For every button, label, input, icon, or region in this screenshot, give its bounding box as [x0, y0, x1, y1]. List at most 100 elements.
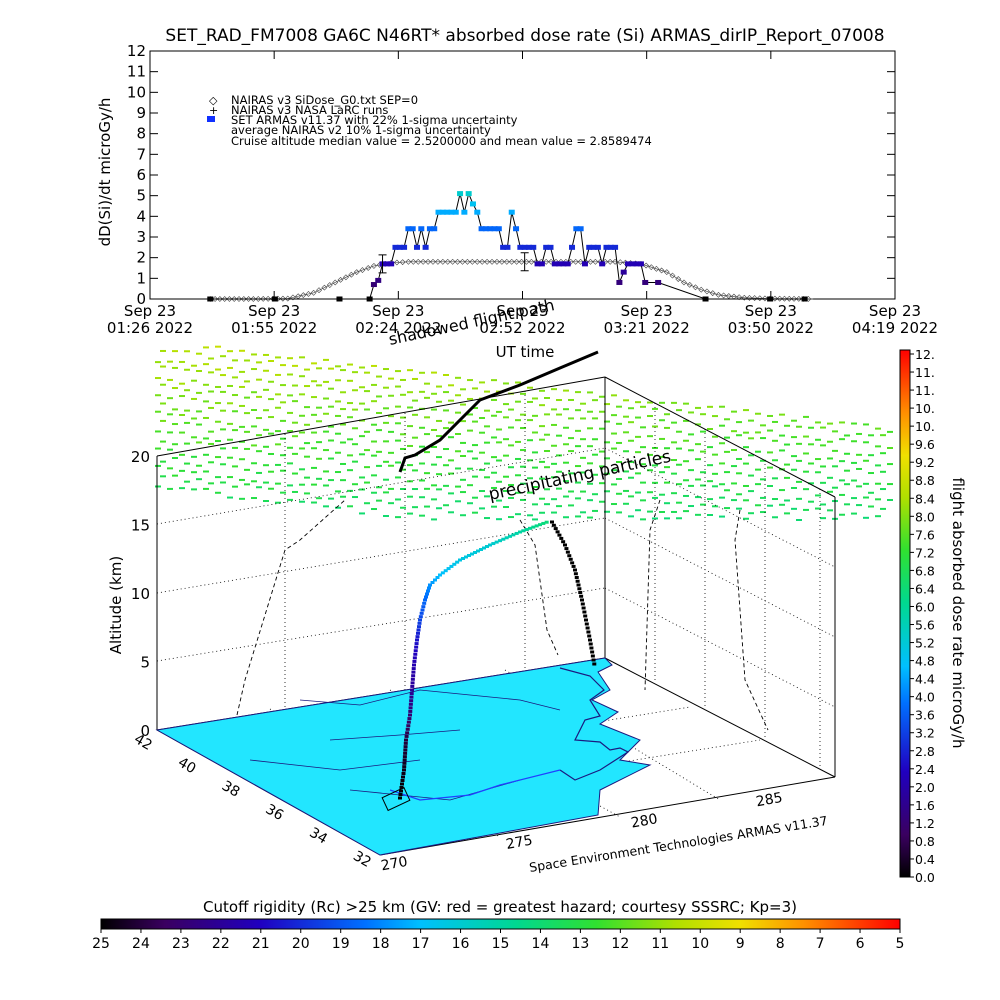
dose-colorbar-tick-label: 6.8 [915, 563, 935, 578]
flight-path-point [409, 695, 414, 699]
nairas-point [746, 295, 753, 301]
nairas-point [756, 295, 763, 302]
flight-path-point [573, 568, 577, 572]
nairas-point [781, 295, 788, 302]
legend-entry-nairas-v2: average NAIRAS v2 10% 1-sigma uncertaint… [231, 123, 491, 137]
flight-path-point [400, 782, 404, 786]
flight-path-point [587, 634, 592, 638]
nairas-point [343, 274, 349, 281]
nairas-point [675, 276, 682, 282]
armas-point [383, 261, 390, 267]
nairas-point [415, 258, 422, 265]
armas-point [612, 244, 619, 250]
altitude-ticks: 0 5 10 15 20 [131, 448, 150, 740]
nairas-point [321, 284, 328, 291]
flight-path-point [574, 576, 579, 579]
armas-point [517, 244, 524, 250]
armas-point [521, 244, 528, 250]
cutoff-rigidity-colorbar: Cutoff rigidity (Rc) >25 km (GV: red = g… [92, 898, 904, 952]
nairas-point [709, 290, 716, 297]
dose-colorbar-title: flight absorbed dose rate microGy/h [949, 477, 967, 748]
nairas-point [736, 294, 743, 301]
flight-path-point [521, 529, 526, 533]
armas-point [375, 277, 382, 283]
nairas-point [371, 263, 377, 269]
nairas-point [212, 296, 218, 302]
nairas-point [643, 262, 650, 269]
armas-point [461, 209, 468, 215]
flight-path-point [425, 592, 429, 596]
flight-path-point [415, 638, 419, 642]
rc-colorbar-tick-label: 17 [412, 936, 430, 952]
armas-point [426, 226, 433, 232]
nairas-point [231, 296, 238, 302]
flight-path-point [576, 583, 581, 587]
rc-colorbar-gradient [100, 918, 901, 930]
rc-colorbar-tick-label: 24 [132, 936, 150, 952]
flight-path-point [528, 526, 532, 530]
nairas-point [399, 259, 406, 266]
flight-path-point [403, 741, 408, 745]
flight-path-point [407, 717, 412, 721]
altitude-tick-label: 10 [131, 585, 150, 603]
nairas-point [720, 292, 727, 299]
flight-path-point [416, 631, 420, 635]
flight-path-point [476, 549, 480, 553]
flight-path-point [401, 772, 406, 775]
chart-title: SET_RAD_FM7008 GA6C N46RT* absorbed dose… [165, 26, 884, 46]
longitude-tick-label: 285 [755, 790, 784, 810]
rc-colorbar-title: Cutoff rigidity (Rc) >25 km (GV: red = g… [203, 898, 797, 916]
flight-path-point [591, 658, 596, 662]
flight-path-point [588, 638, 592, 642]
armas-point [392, 244, 399, 250]
nairas-point [663, 269, 670, 276]
dose-colorbar-tick-label: 5.2 [915, 636, 935, 651]
flight-path-point [544, 520, 549, 524]
flight-path-point [410, 681, 415, 685]
dose-colorbar-tick-label: 2.8 [915, 744, 935, 759]
flight-path-point [412, 663, 416, 667]
legend-entry-armas: SET ARMAS v11.37 with 22% 1-sigma uncert… [231, 113, 518, 127]
latitude-tick-label: 36 [263, 801, 287, 824]
flight-path-point [571, 564, 576, 568]
flight-path-point [402, 755, 407, 759]
dose-colorbar-tick-label: 2.4 [915, 762, 935, 777]
nairas-point [260, 295, 267, 302]
armas-point [538, 261, 545, 267]
dose-colorbar-tick-label: 8.0 [915, 509, 935, 524]
larc-error-bar [378, 254, 387, 274]
rc-colorbar-tick-label: 12 [611, 936, 629, 952]
nairas-point [255, 296, 262, 302]
nairas-point [587, 258, 594, 265]
flight-path-point [433, 578, 437, 582]
nairas-point [240, 296, 247, 302]
flight-path-point [419, 611, 424, 615]
armas-point [508, 209, 515, 215]
nairas-point [459, 258, 466, 265]
rc-colorbar-tick-label: 21 [252, 936, 270, 952]
flight-path-point [427, 586, 431, 590]
nairas-point [454, 258, 461, 265]
armas-point [413, 244, 420, 250]
y-tick-label: 2 [136, 249, 146, 267]
armas-point [439, 209, 446, 215]
flight-path-point [589, 646, 594, 650]
rc-colorbar-tick-label: 14 [532, 936, 550, 952]
x-tick-time: 04:19 2022 [852, 319, 938, 337]
rc-colorbar-tick-label: 19 [332, 936, 350, 952]
nairas-point [236, 296, 242, 302]
armas-point [370, 282, 377, 288]
airport-marker [381, 786, 411, 812]
legend-symbol-diamond: ◇ [209, 94, 218, 107]
flight-path-point [561, 540, 566, 544]
flight-path-point [405, 731, 410, 735]
nairas-point [310, 289, 317, 296]
flight-path-point [579, 594, 584, 598]
armas-point [422, 244, 429, 250]
armas-point [801, 296, 808, 302]
nairas-point [479, 258, 486, 265]
armas-point [431, 226, 438, 232]
armas-point [625, 261, 632, 267]
flight-path-point [563, 543, 567, 547]
flight-path-point [479, 548, 483, 551]
